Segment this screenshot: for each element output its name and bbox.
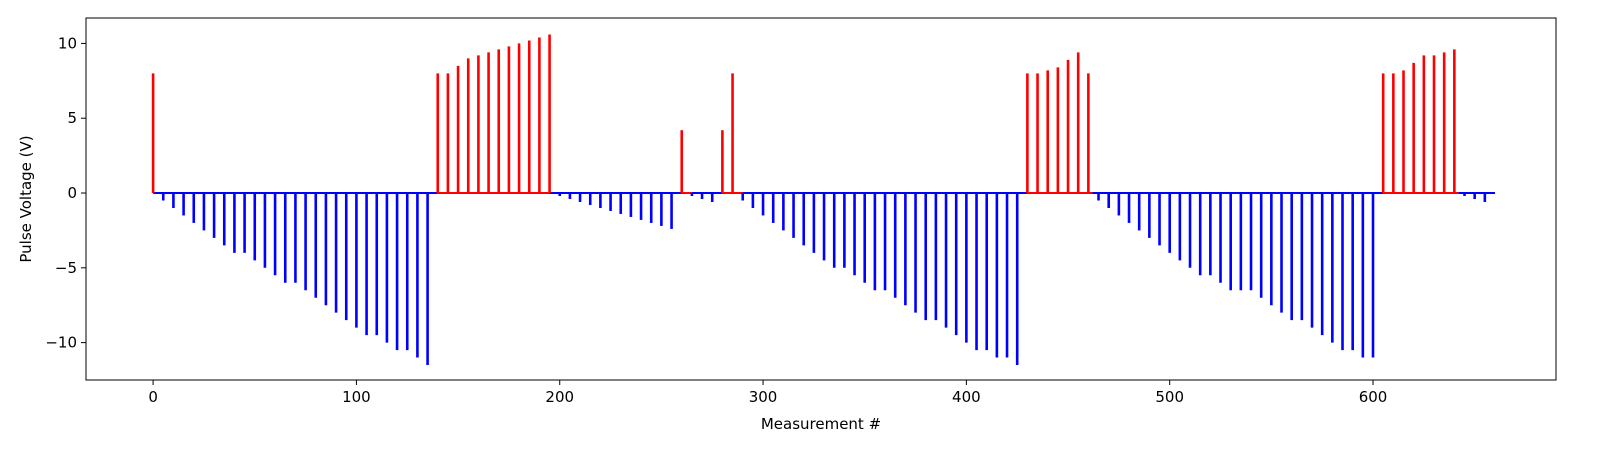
x-tick-label-6: 600	[1359, 388, 1388, 406]
x-tick-label-0: 0	[148, 388, 158, 406]
y-tick-label-0: −10	[45, 334, 77, 352]
plot-frame	[85, 17, 1557, 381]
y-tick-label-2: 0	[67, 184, 77, 202]
x-axis-label: Measurement #	[761, 415, 881, 433]
y-tick-label-4: 10	[58, 34, 77, 52]
x-tick-label-3: 300	[749, 388, 778, 406]
y-tick-label-1: −5	[55, 259, 77, 277]
y-tick-label-3: 5	[67, 109, 77, 127]
y-axis-ticks: −10 −5 0 5 10	[45, 34, 86, 352]
x-tick-label-4: 400	[952, 388, 981, 406]
y-axis-label: Pulse Voltage (V)	[17, 135, 35, 262]
pulse-layer	[151, 34, 1487, 366]
x-tick-label-5: 500	[1155, 388, 1184, 406]
x-axis-ticks: 0 100 200 300 400 500 600	[148, 380, 1387, 406]
x-tick-label-1: 100	[342, 388, 371, 406]
x-tick-label-2: 200	[545, 388, 574, 406]
